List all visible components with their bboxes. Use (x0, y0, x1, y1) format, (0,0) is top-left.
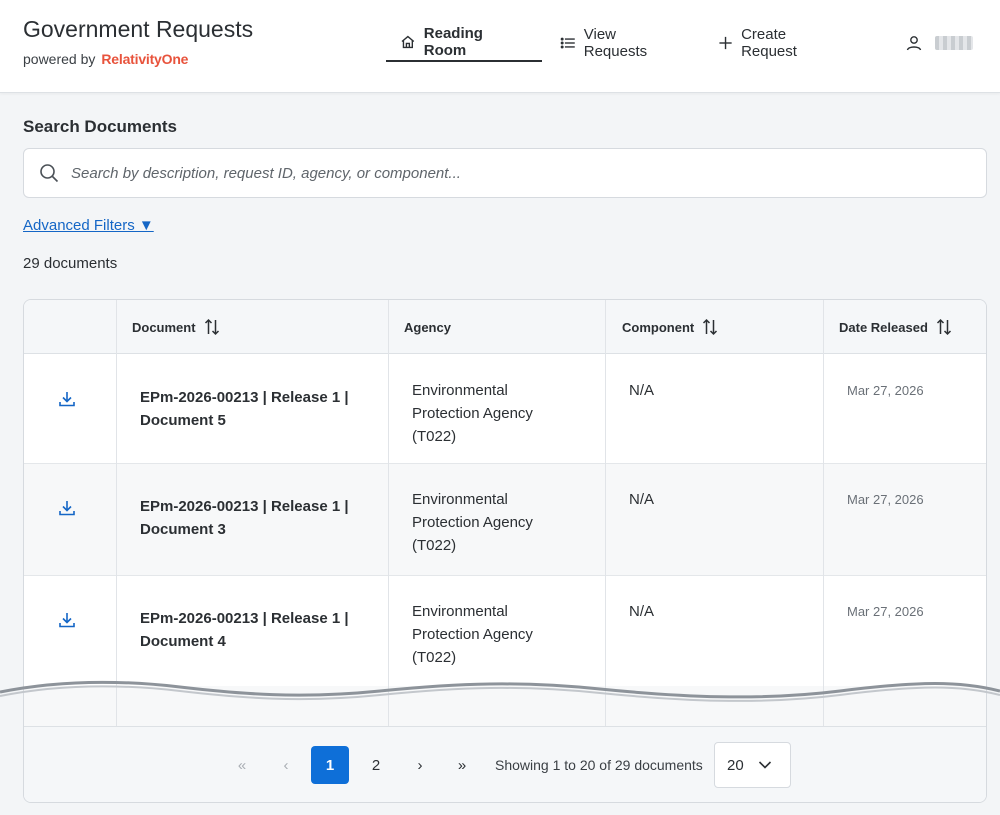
app-header: Government Requests powered by Relativit… (0, 0, 1000, 93)
torn-edge-divider (0, 680, 1000, 702)
column-header-date-released[interactable]: Date Released (823, 300, 952, 354)
search-box[interactable] (23, 148, 987, 198)
date-released-cell: Mar 27, 2026 (847, 492, 924, 507)
nav-view-requests[interactable]: View Requests (546, 24, 696, 62)
plus-icon (719, 36, 732, 50)
document-count: 29 documents (23, 255, 118, 272)
download-icon[interactable] (58, 390, 76, 408)
nav-create-request[interactable]: Create Request (704, 24, 854, 62)
user-icon (906, 36, 922, 51)
pagination-summary: Showing 1 to 20 of 29 documents (495, 757, 703, 773)
download-icon[interactable] (58, 611, 76, 629)
column-divider (823, 300, 824, 730)
search-icon (40, 164, 59, 183)
powered-by: powered by RelativityOne (23, 51, 188, 67)
column-header-document[interactable]: Document (116, 300, 220, 354)
page-size-value: 20 (727, 756, 744, 774)
document-name[interactable]: EPm-2026-00213 | Release 1 | Document 3 (140, 498, 349, 538)
date-released-cell: Mar 27, 2026 (847, 383, 924, 398)
column-header-agency: Agency (404, 319, 451, 335)
column-divider (388, 300, 389, 730)
column-divider (116, 300, 117, 730)
agency-cell: Environmental Protection Agency (T022) (412, 491, 533, 554)
table-row: EPm-2026-00213 | Release 1 | Document 4 … (24, 576, 986, 686)
user-menu[interactable] (905, 34, 973, 52)
sort-icon (703, 318, 718, 336)
user-name-redacted (935, 36, 973, 50)
agency-cell: Environmental Protection Agency (T022) (412, 382, 533, 445)
component-cell: N/A (629, 603, 655, 620)
prev-page-button[interactable]: ‹ (283, 756, 289, 774)
page-size-select[interactable]: 20 (714, 742, 791, 788)
nav-reading-room[interactable]: Reading Room (386, 24, 542, 62)
column-header-component[interactable]: Component (606, 300, 718, 354)
list-icon (560, 37, 575, 49)
agency-cell: Environmental Protection Agency (T022) (412, 603, 533, 666)
next-page-button[interactable]: › (417, 756, 423, 774)
date-released-cell: Mar 27, 2026 (847, 604, 924, 619)
page-button-2[interactable]: 2 (371, 756, 381, 774)
component-cell: N/A (629, 491, 655, 508)
powered-by-label: powered by (23, 51, 96, 67)
documents-table: Document Agency Component Date Released (23, 299, 987, 803)
chevron-down-icon (758, 761, 771, 769)
relativity-one-logo: RelativityOne (101, 51, 189, 67)
home-icon (401, 35, 415, 49)
document-name[interactable]: EPm-2026-00213 | Release 1 | Document 5 (140, 389, 349, 429)
app-title: Government Requests (23, 16, 254, 42)
table-row: EPm-2026-00213 | Release 1 | Document 5 … (24, 355, 986, 464)
table-header: Document Agency Component Date Released (24, 300, 986, 354)
download-icon[interactable] (58, 499, 76, 517)
last-page-button[interactable]: » (457, 756, 467, 774)
sort-icon (936, 318, 951, 336)
nav-reading-room-label: Reading Room (423, 25, 483, 59)
document-name[interactable]: EPm-2026-00213 | Release 1 | Document 4 (140, 610, 349, 650)
table-row: EPm-2026-00213 | Release 1 | Document 3 … (24, 464, 986, 576)
search-input[interactable] (71, 164, 986, 182)
component-cell: N/A (629, 382, 655, 399)
page-button-1[interactable]: 1 (311, 746, 349, 784)
advanced-filters-link[interactable]: Advanced Filters ▼ (23, 217, 154, 234)
nav-view-requests-label: View Requests (583, 26, 648, 60)
search-section-title: Search Documents (23, 117, 177, 136)
pagination-bar: « ‹ 1 2 › » Showing 1 to 20 of 29 docume… (24, 726, 986, 802)
column-divider (605, 300, 606, 730)
nav-create-request-label: Create Request (741, 26, 797, 60)
first-page-button[interactable]: « (237, 756, 247, 774)
sort-icon (204, 318, 219, 336)
